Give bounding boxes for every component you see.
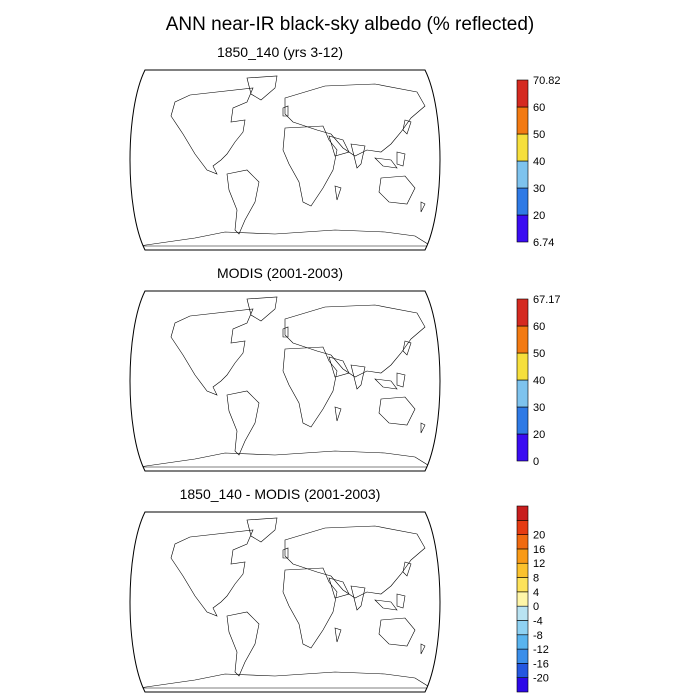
colorbar-tick-label: 20 xyxy=(533,530,545,542)
colorbar-swatch xyxy=(516,406,529,435)
colorbar-swatch xyxy=(516,663,529,678)
colorbar-swatch xyxy=(516,433,529,462)
colorbar-tick-label: 67.17 xyxy=(533,294,561,306)
colorbar-tick-label: 60 xyxy=(533,321,545,333)
colorbar-swatch xyxy=(516,187,529,216)
colorbar-swatch xyxy=(516,605,529,621)
colorbar-tick-label: 0 xyxy=(533,601,539,613)
colorbar-tick-label: -12 xyxy=(533,644,549,656)
colorbar-swatch xyxy=(516,133,529,162)
colorbar-swatch xyxy=(516,634,529,650)
colorbar-swatch xyxy=(516,648,529,664)
colorbar-1: 6.74 20 30 40 50 60 70.82 xyxy=(516,75,561,249)
colorbar-2: 0 20 30 40 50 60 67.17 xyxy=(516,294,561,468)
colorbar-tick-label: 16 xyxy=(533,544,545,556)
colorbar-swatch xyxy=(516,591,529,607)
colorbar-tick-label: -20 xyxy=(533,673,549,685)
panel-2-title: MODIS (2001-2003) xyxy=(216,265,344,281)
colorbar-swatch xyxy=(516,577,529,593)
panel-1-title: 1850_140 (yrs 3-12) xyxy=(216,44,344,60)
colorbar-tick-label: -4 xyxy=(533,615,543,627)
colorbar-swatch xyxy=(516,505,529,521)
colorbar-tick-label: 50 xyxy=(533,129,545,141)
colorbar-tick-label: 60 xyxy=(533,102,545,114)
map-panel-1 xyxy=(129,69,441,251)
colorbar-tick-label: 8 xyxy=(533,573,539,585)
colorbar-tick-label: 40 xyxy=(533,375,545,387)
colorbar-swatch xyxy=(516,620,529,636)
colorbar-swatch xyxy=(516,534,529,550)
colorbar-tick-label: 0 xyxy=(533,456,539,468)
colorbar-swatch xyxy=(516,548,529,564)
colorbar-tick-label: -8 xyxy=(533,630,543,642)
colorbar-swatch xyxy=(516,352,529,381)
colorbar-tick-label: 30 xyxy=(533,183,545,195)
colorbar-swatch xyxy=(516,379,529,408)
colorbar-tick-label: 12 xyxy=(533,558,545,570)
colorbar-tick-label: 20 xyxy=(533,210,545,222)
colorbar-tick-label: -16 xyxy=(533,658,549,670)
colorbar-swatch xyxy=(516,325,529,354)
colorbar-swatch xyxy=(516,79,529,108)
colorbar-tick-label: 50 xyxy=(533,348,545,360)
panel-3-title: 1850_140 - MODIS (2001-2003) xyxy=(179,486,381,502)
colorbar-swatch xyxy=(516,160,529,189)
colorbar-tick-label: 4 xyxy=(533,587,539,599)
colorbar-tick-label: 40 xyxy=(533,156,545,168)
colorbar-swatch xyxy=(516,677,529,693)
figure-title: ANN near-IR black-sky albedo (% reflecte… xyxy=(165,14,535,35)
map-panel-3 xyxy=(129,511,441,693)
colorbar-tick-label: 20 xyxy=(533,429,545,441)
colorbar-swatch xyxy=(516,214,529,243)
colorbar-3: -20 -16 -12 -8 -4 0 4 8 12 16 20 xyxy=(516,505,549,693)
colorbar-swatch xyxy=(516,562,529,578)
map-panel-2 xyxy=(129,290,441,472)
colorbar-swatch xyxy=(516,106,529,135)
colorbar-swatch xyxy=(516,298,529,327)
colorbar-tick-label: 6.74 xyxy=(533,237,554,249)
colorbar-swatch xyxy=(516,520,529,535)
colorbar-tick-label: 70.82 xyxy=(533,75,561,87)
colorbar-tick-label: 30 xyxy=(533,402,545,414)
